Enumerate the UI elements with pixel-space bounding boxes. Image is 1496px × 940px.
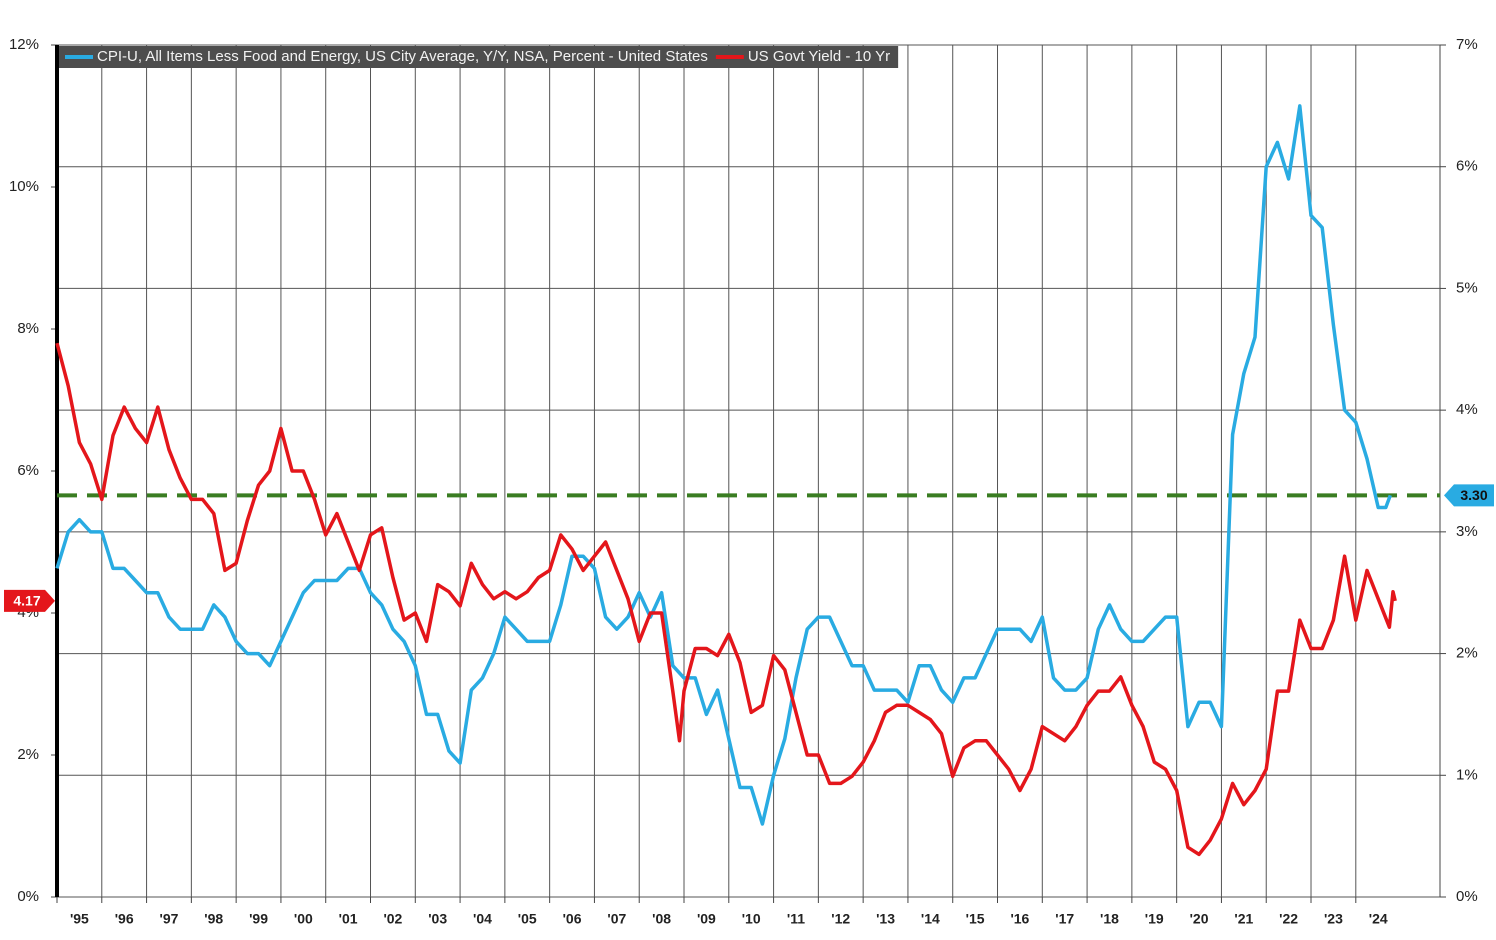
y2-tick-label: 0% <box>1456 888 1478 905</box>
y2-tick-label: 5% <box>1456 279 1478 296</box>
x-tick-label: '95 <box>70 911 89 927</box>
x-tick-label: '14 <box>921 911 940 927</box>
x-tick-label: '21 <box>1234 911 1253 927</box>
legend-label: US Govt Yield - 10 Yr <box>748 48 890 65</box>
y-tick-label: 8% <box>17 320 39 337</box>
x-tick-label: '22 <box>1279 911 1298 927</box>
x-tick-label: '01 <box>339 911 358 927</box>
x-tick-label: '96 <box>115 911 134 927</box>
end-label-text: 3.30 <box>1460 487 1487 503</box>
x-tick-label: '04 <box>473 911 492 927</box>
end-label: 3.30 <box>1444 484 1494 507</box>
legend: CPI-U, All Items Less Food and Energy, U… <box>59 46 899 68</box>
x-tick-label: '08 <box>652 911 671 927</box>
x-tick-label: '15 <box>966 911 985 927</box>
y-tick-label: 12% <box>9 36 39 53</box>
x-tick-label: '23 <box>1324 911 1343 927</box>
x-tick-label: '13 <box>876 911 895 927</box>
y-tick-label: 10% <box>9 178 39 195</box>
y-tick-label: 6% <box>17 462 39 479</box>
x-tick-label: '10 <box>742 911 761 927</box>
x-tick-label: '09 <box>697 911 716 927</box>
x-tick-label: '05 <box>518 911 537 927</box>
y2-tick-label: 1% <box>1456 766 1478 783</box>
x-tick-label: '18 <box>1100 911 1119 927</box>
x-tick-label: '02 <box>383 911 402 927</box>
x-tick-label: '12 <box>831 911 850 927</box>
x-tick-label: '97 <box>160 911 179 927</box>
end-label-flag <box>1444 484 1494 507</box>
x-tick-label: '00 <box>294 911 313 927</box>
series-line <box>55 342 1397 857</box>
end-label: 4.17 <box>4 589 55 612</box>
x-tick-label: '19 <box>1145 911 1164 927</box>
y2-tick-label: 4% <box>1456 401 1478 418</box>
x-tick-label: '99 <box>249 911 268 927</box>
x-tick-label: '98 <box>204 911 223 927</box>
y2-tick-label: 2% <box>1456 645 1478 662</box>
x-tick-label: '24 <box>1369 911 1388 927</box>
y2-tick-label: 6% <box>1456 158 1478 175</box>
legend-background <box>59 46 899 68</box>
x-tick-label: '20 <box>1190 911 1209 927</box>
series-line <box>55 104 1392 826</box>
x-tick-label: '06 <box>563 911 582 927</box>
y2-tick-label: 3% <box>1456 523 1478 540</box>
y-tick-label: 0% <box>17 888 39 905</box>
x-tick-label: '11 <box>787 911 805 927</box>
y2-tick-label: 7% <box>1456 36 1478 53</box>
y-tick-label: 2% <box>17 746 39 763</box>
x-tick-label: '07 <box>607 911 626 927</box>
x-tick-label: '16 <box>1010 911 1029 927</box>
x-tick-label: '17 <box>1055 911 1074 927</box>
end-label-text: 4.17 <box>13 593 40 609</box>
legend-label: CPI-U, All Items Less Food and Energy, U… <box>97 48 708 65</box>
x-tick-label: '03 <box>428 911 447 927</box>
end-label-flag <box>4 589 55 612</box>
